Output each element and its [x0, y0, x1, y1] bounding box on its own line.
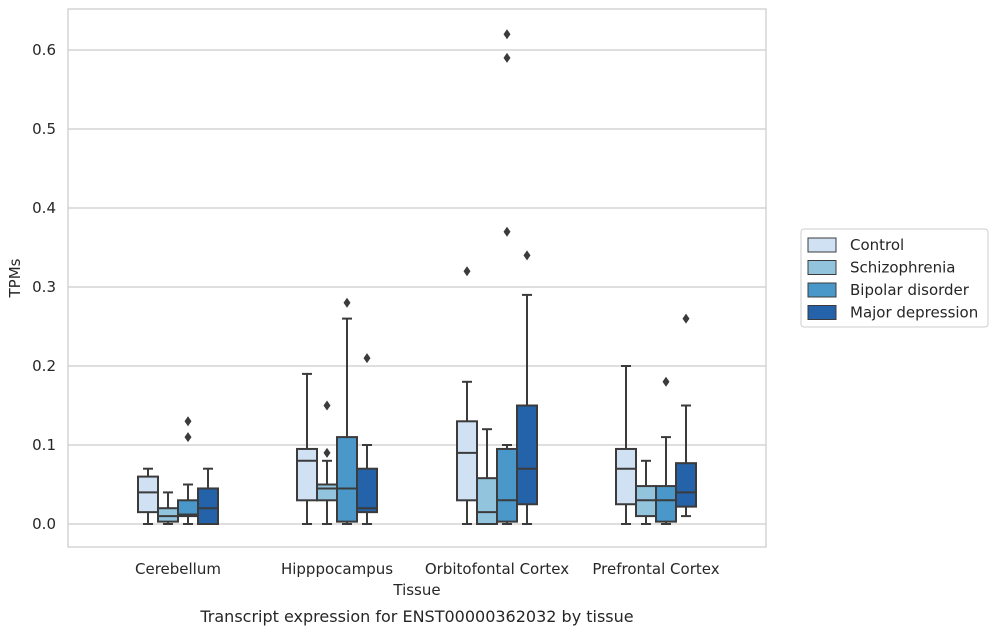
y-tick-label: 0.4	[32, 199, 56, 217]
y-tick-label: 0.1	[32, 436, 56, 454]
y-tick-label: 0.2	[32, 357, 56, 375]
box-iqr	[356, 467, 378, 514]
box-control	[456, 266, 478, 525]
box-iqr	[516, 404, 538, 506]
outlier-point	[503, 52, 511, 63]
x-axis-label: Tissue	[392, 581, 440, 599]
outlier-point	[523, 250, 531, 261]
box-bipolar-disorder	[336, 297, 358, 525]
box-iqr	[316, 483, 338, 502]
box-iqr	[157, 507, 179, 523]
outlier-point	[682, 313, 690, 324]
legend-label: Bipolar disorder	[850, 281, 970, 299]
box-control	[296, 372, 318, 525]
y-tick-labels: 0.0 0.1 0.2 0.3 0.4 0.5 0.6	[32, 41, 56, 533]
box-iqr	[336, 436, 358, 523]
chart-title: Transcript expression for ENST0000036203…	[199, 607, 633, 626]
outlier-point	[343, 297, 351, 308]
x-tick-label: Cerebellum	[135, 560, 221, 578]
legend: Control Schizophrenia Bipolar disorder Majo…	[800, 228, 989, 328]
box-major-depression	[356, 353, 378, 525]
box-bipolar-disorder	[177, 416, 199, 525]
box-iqr	[496, 447, 518, 523]
outlier-point	[363, 353, 371, 364]
box-major-depression	[197, 467, 219, 526]
box-iqr	[296, 447, 318, 502]
outlier-point	[503, 226, 511, 237]
box-iqr	[655, 485, 677, 523]
legend-swatch	[807, 237, 837, 253]
plot-area	[67, 8, 767, 548]
x-tick-label: Prefrontal Cortex	[592, 560, 719, 578]
outlier-point	[503, 29, 511, 40]
y-tick-label: 0.3	[32, 278, 56, 296]
outlier-point	[323, 447, 331, 458]
legend-label: Schizophrenia	[850, 259, 955, 277]
box-schizophrenia	[476, 428, 498, 525]
box-major-depression	[675, 313, 697, 518]
y-axis-label: TPMs	[6, 258, 24, 298]
y-tick-label: 0.5	[32, 120, 56, 138]
outlier-point	[323, 400, 331, 411]
legend-frame	[800, 228, 989, 328]
box-major-depression	[516, 250, 538, 525]
legend-swatch	[807, 282, 837, 298]
box-iqr	[456, 420, 478, 502]
box-iqr	[675, 462, 697, 508]
legend-swatch	[807, 305, 837, 320]
x-tick-label: Hipppocampus	[281, 560, 393, 578]
outlier-point	[184, 432, 192, 443]
box-schizophrenia	[316, 400, 338, 525]
y-tick-label: 0.6	[32, 41, 56, 59]
box-iqr	[615, 447, 637, 506]
legend-label: Control	[850, 236, 904, 254]
x-tick-label: Orbitofontal Cortex	[425, 560, 569, 578]
x-tick-labels: Cerebellum Hipppocampus Orbitofontal Corte…	[135, 560, 720, 578]
box-iqr	[137, 475, 159, 514]
box-control	[615, 365, 637, 525]
legend-label: Major depression	[850, 304, 978, 322]
y-tick-label: 0.0	[32, 515, 56, 533]
grid-lines	[68, 49, 766, 525]
legend-swatch	[807, 260, 837, 275]
outlier-point	[463, 266, 471, 277]
box-iqr	[476, 477, 498, 525]
box-control	[137, 467, 159, 525]
outlier-point	[184, 416, 192, 427]
outlier-point	[662, 376, 670, 387]
box-groups	[137, 29, 697, 526]
box-iqr	[197, 487, 219, 526]
